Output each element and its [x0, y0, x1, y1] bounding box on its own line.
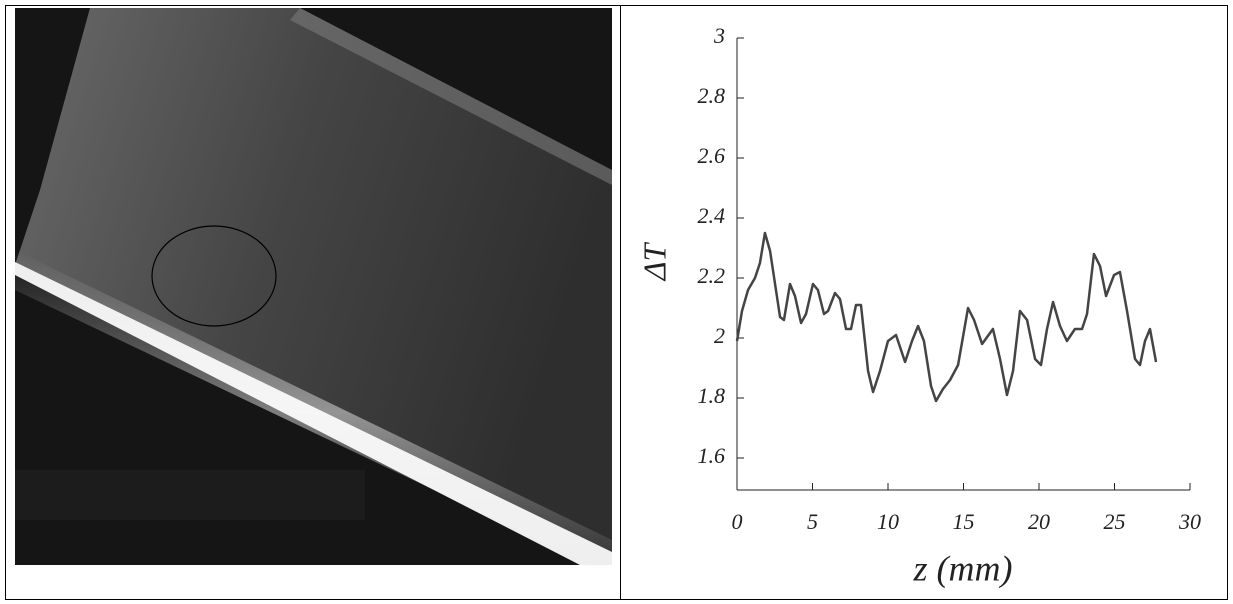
x-tick-label: 0 [732, 509, 743, 534]
x-tick-label: 10 [877, 509, 899, 534]
x-tick-label: 25 [1104, 509, 1126, 534]
y-tick-label: 2.6 [698, 143, 726, 168]
y-tick-label: 2 [714, 323, 725, 348]
frame [5, 5, 1228, 600]
y-tick-label: 1.8 [698, 383, 726, 408]
y-tick-label: 2.8 [698, 83, 726, 108]
x-tick-label: 20 [1028, 509, 1050, 534]
data-line [735, 231, 1158, 403]
y-tick-label: 1.6 [698, 443, 726, 468]
y-tick-label: 3 [713, 23, 725, 48]
photo [15, 8, 612, 575]
y-axis-label: ΔT [636, 242, 672, 283]
y-tick-label: 2.2 [698, 263, 726, 288]
x-tick-label: 5 [807, 509, 818, 534]
x-tick-label: 30 [1178, 509, 1201, 534]
x-axis-label: z (mm) [913, 548, 1013, 588]
y-tick-label: 2.4 [698, 203, 726, 228]
x-tick-label: 15 [953, 509, 975, 534]
